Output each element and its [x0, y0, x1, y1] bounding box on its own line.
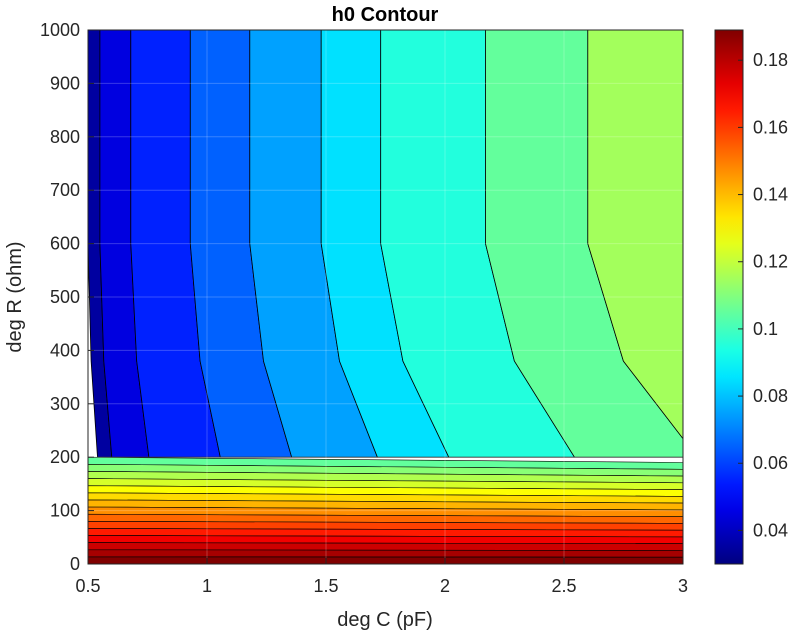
x-axis-label: deg C (pF) — [337, 609, 433, 631]
contour-band-lower — [88, 456, 683, 470]
y-axis-label: deg R (ohm) — [4, 241, 26, 352]
colorbar-tick-label: 0.04 — [753, 520, 788, 540]
x-tick-label: 2.5 — [551, 576, 576, 596]
colorbar-tick-label: 0.12 — [753, 252, 788, 272]
y-axis: 0 100 200 300 400 500 600 700 800 900 1000 — [40, 20, 94, 574]
colorbar-tick-label: 0.16 — [753, 117, 788, 137]
contour-band-lower — [88, 499, 683, 511]
y-tick-label: 200 — [50, 447, 80, 467]
contour-band-lower — [88, 463, 683, 477]
y-tick-label: 0 — [70, 554, 80, 574]
y-tick-label: 300 — [50, 394, 80, 414]
y-tick-label: 1000 — [40, 20, 80, 40]
contour-band-lower — [88, 485, 683, 497]
contour-band-lower — [88, 528, 683, 538]
y-tick-label: 500 — [50, 287, 80, 307]
contour-band-lower — [88, 542, 683, 551]
contour-band-lower — [88, 549, 683, 558]
colorbar — [714, 29, 744, 565]
contour-band-lower — [88, 506, 683, 518]
y-tick-label: 700 — [50, 180, 80, 200]
colorbar-tick-label: 0.18 — [753, 50, 788, 70]
colorbar-tick-label: 0.06 — [753, 453, 788, 473]
colorbar-tick-label: 0.14 — [753, 185, 788, 205]
y-tick-label: 600 — [50, 234, 80, 254]
x-tick-label: 1.5 — [313, 576, 338, 596]
x-tick-label: 3 — [678, 576, 688, 596]
colorbar-axis: 0.04 0.06 0.08 0.1 0.12 0.14 0.16 0.18 — [738, 50, 788, 540]
chart-title: h0 Contour — [332, 4, 439, 26]
x-tick-label: 0.5 — [75, 576, 100, 596]
x-axis: 0.5 1 1.5 2 2.5 3 — [75, 558, 688, 596]
x-tick-label: 2 — [440, 576, 450, 596]
contour-band-lower — [88, 556, 683, 564]
y-tick-label: 400 — [50, 340, 80, 360]
y-tick-label: 800 — [50, 127, 80, 147]
y-tick-label: 100 — [50, 501, 80, 521]
contour-band-lower — [88, 535, 683, 545]
colorbar-tick-label: 0.08 — [753, 386, 788, 406]
contour-fills — [88, 30, 683, 564]
x-tick-label: 1 — [202, 576, 212, 596]
y-tick-label: 900 — [50, 73, 80, 93]
contour-band-lower — [88, 513, 683, 524]
contour-band-lower — [88, 471, 683, 484]
contour-band-lower — [88, 478, 683, 490]
grid-lines — [88, 30, 683, 564]
contour-band-lower — [88, 520, 683, 531]
contour-band-upper — [587, 30, 683, 440]
colorbar-tick-label: 0.1 — [753, 319, 778, 339]
